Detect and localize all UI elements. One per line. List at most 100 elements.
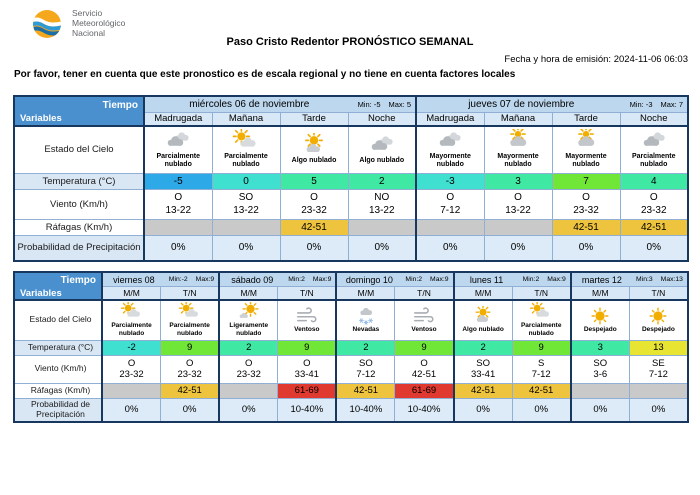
precipitation-cell: 10-40% xyxy=(394,397,455,423)
gust-cell xyxy=(218,382,279,399)
wind-speed: 7-12 xyxy=(440,205,461,216)
day-min: Min:2 xyxy=(405,276,423,284)
wind-speed: 13-22 xyxy=(368,205,395,216)
precipitation-cell: 0% xyxy=(452,397,513,423)
sky-cell: Ventoso xyxy=(394,299,455,341)
gust-cell xyxy=(569,382,630,399)
row-label-estado: Estado del Cielo xyxy=(13,125,145,174)
forecast-table-fri-tue: Tiempo Variables viernes 08 Min:-2 Max:9 sába… xyxy=(13,271,689,424)
wind-cell: O 13-22 xyxy=(143,188,213,220)
period-header: Noche xyxy=(619,111,689,127)
sky-description: Parcialmente nublado xyxy=(169,322,210,337)
precipitation-cell: 0% xyxy=(279,234,349,262)
wind-direction: SO xyxy=(476,357,490,369)
sun-icon xyxy=(573,305,629,326)
day-header: sábado 09 Min:2 Max:9 xyxy=(218,271,337,288)
gust-cell xyxy=(628,382,689,399)
day-min: Min:2 xyxy=(288,276,305,284)
wind-direction: O xyxy=(514,192,522,203)
wind-speed: 42-51 xyxy=(411,369,437,381)
sky-cell: Despejado xyxy=(628,299,689,341)
gust-cell xyxy=(347,218,417,236)
sun-icon xyxy=(630,305,687,326)
day-min: Min:-2 xyxy=(168,276,188,284)
sky-cell: Parcialmente nublado xyxy=(160,299,220,341)
smn-logo: Servicio Meteorológico Nacional xyxy=(28,5,125,43)
wind-cell: SE 7-12 xyxy=(628,354,689,384)
temperature-cell: 2 xyxy=(218,339,279,356)
day-header: viernes 08 Min:-2 Max:9 xyxy=(100,271,220,288)
precipitation-cell: 0% xyxy=(143,234,213,262)
temperature-cell: 13 xyxy=(628,339,689,356)
wind-direction: O xyxy=(185,357,194,369)
day-name: miércoles 06 de noviembre xyxy=(189,98,310,110)
sky-cell: Parcialmente nublado xyxy=(211,125,281,174)
period-header: T/N xyxy=(160,286,220,302)
wind-speed: 3-6 xyxy=(593,369,608,381)
period-header: Mañana xyxy=(211,111,281,127)
emission-datetime: Fecha y hora de emisión: 2024-11-06 06:0… xyxy=(504,54,688,65)
day-name: sábado 09 xyxy=(231,274,274,285)
wind-direction: O xyxy=(174,192,183,203)
temperature-cell: 0 xyxy=(211,172,281,190)
gust-cell: 61-69 xyxy=(277,382,337,399)
sky-description: Despejado xyxy=(583,325,617,333)
sky-description: Parcialmente nublado xyxy=(156,152,201,169)
day-min: Min: -5 xyxy=(357,99,381,109)
wind-direction: SO xyxy=(238,192,254,203)
wind-cell: O 23-32 xyxy=(218,354,279,384)
period-header: M/M xyxy=(101,286,162,302)
wind-speed: 23-32 xyxy=(119,369,144,381)
temperature-cell: 9 xyxy=(394,339,455,356)
gust-cell: 42-51 xyxy=(551,218,621,236)
precipitation-cell: 0% xyxy=(218,397,279,423)
smn-logo-text: Servicio Meteorológico Nacional xyxy=(72,8,126,38)
wind-direction: O xyxy=(582,192,590,203)
temperature-cell: 7 xyxy=(551,172,621,190)
sky-cell: Mayormente nublado xyxy=(483,125,553,174)
sky-cell: Algo nublado xyxy=(347,125,417,174)
temperature-cell: 9 xyxy=(160,339,220,356)
gust-cell xyxy=(483,218,553,236)
sky-description: Mayormente nublado xyxy=(429,152,471,169)
period-header: Madrugada xyxy=(143,111,213,127)
wind-cell: SO 13-22 xyxy=(211,188,281,220)
forecast-table: Tiempo Variables viernes 08 Min:-2 Max:9 sába… xyxy=(13,271,689,424)
wind-direction: O xyxy=(310,192,318,203)
clouds-icon xyxy=(349,132,415,157)
gust-cell: 61-69 xyxy=(394,382,455,399)
sky-description: Parcialmente nublado xyxy=(111,322,152,337)
gust-cell: 42-51 xyxy=(160,382,220,399)
sun-above-cloud-icon xyxy=(281,131,347,157)
sky-cell: Despejado xyxy=(569,299,630,341)
precipitation-cell: 0% xyxy=(511,397,572,423)
temperature-cell: 3 xyxy=(569,339,630,356)
wind-direction: S xyxy=(538,357,545,369)
gust-cell: 42-51 xyxy=(619,218,689,236)
period-header: M/M xyxy=(218,286,279,302)
wind-speed: 33-41 xyxy=(470,369,496,381)
sun-behind-cloud-icon xyxy=(104,301,160,322)
wind-speed: 13-22 xyxy=(505,205,531,216)
clouds-icon xyxy=(418,128,483,153)
smn-logo-icon xyxy=(28,5,66,43)
variables-label: Variables xyxy=(20,113,62,124)
day-name: jueves 07 de noviembre xyxy=(468,98,575,110)
row-label-rafagas: Ráfagas (Km/h) xyxy=(13,218,145,236)
wind-cell: O 23-32 xyxy=(101,354,162,384)
wind-direction: O xyxy=(303,357,311,369)
day-min: Min:2 xyxy=(522,276,540,284)
gust-cell xyxy=(101,382,162,399)
sky-description: Algo nublado xyxy=(291,157,337,165)
page-header: Servicio Meteorológico Nacional Paso Cri… xyxy=(0,0,700,92)
precipitation-cell: 0% xyxy=(619,234,689,262)
temperature-cell: 9 xyxy=(511,339,572,356)
sky-description: Despejado xyxy=(641,325,675,333)
wind-direction: SE xyxy=(652,357,665,369)
period-header: Madrugada xyxy=(415,111,485,127)
wind-speed: 7-12 xyxy=(356,369,376,381)
wind-speed: 23-32 xyxy=(177,369,202,381)
row-label-temperatura: Temperatura (°C) xyxy=(13,172,145,190)
tiempo-label: Tiempo xyxy=(60,275,96,286)
wind-cell: SO 33-41 xyxy=(452,354,513,384)
